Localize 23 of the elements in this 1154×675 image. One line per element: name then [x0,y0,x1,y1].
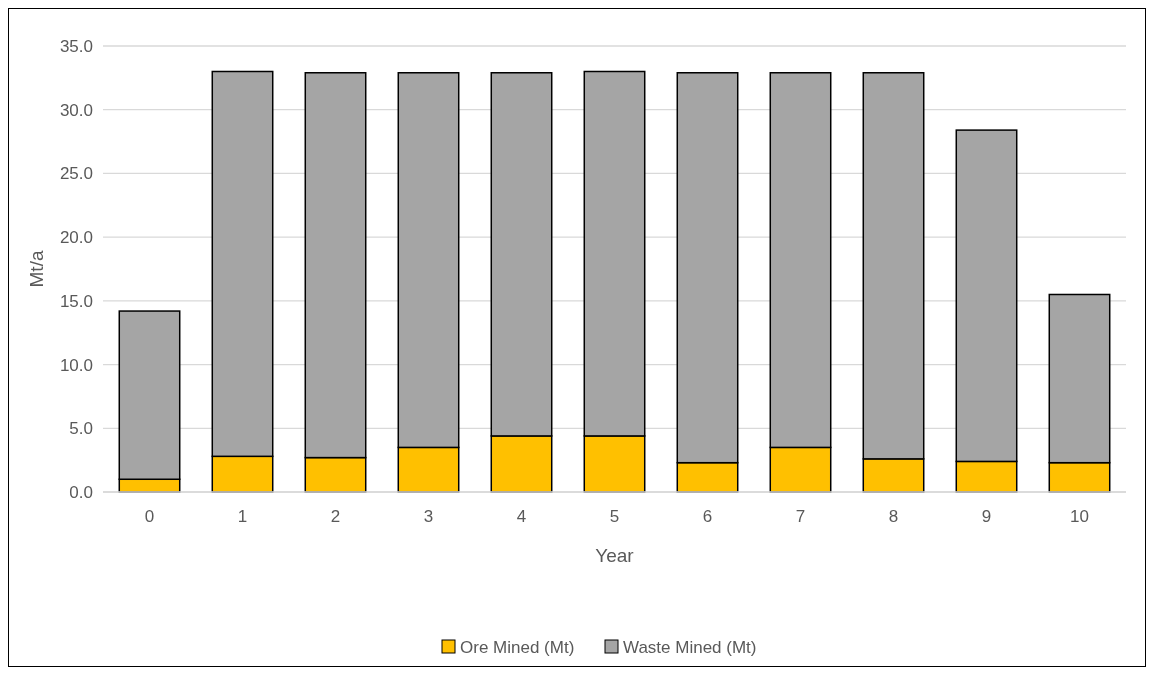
x-tick-label: 9 [981,507,992,526]
x-tick-label: 5 [609,507,620,526]
x-tick-label: 2 [330,507,341,526]
x-axis-title: Year [595,545,635,566]
x-tick-label: 4 [516,507,527,526]
legend-label: Waste Mined (Mt) [623,637,757,657]
x-tick-label: 6 [702,507,713,526]
x-tick-label: 8 [888,507,899,526]
x-tick-label: 3 [423,507,434,526]
y-tick-label: 25.0 [59,164,93,184]
x-tick-label: 0 [144,507,155,526]
y-tick-label: 20.0 [59,228,93,248]
y-tick-label: 0.0 [69,482,93,502]
x-tick-label: 1 [237,507,248,526]
y-tick-label: 35.0 [59,36,93,56]
legend-label: Ore Mined (Mt) [460,637,575,657]
y-tick-label: 30.0 [59,100,93,120]
y-tick-label: 10.0 [59,355,93,375]
y-tick-label: 5.0 [69,419,93,439]
x-tick-label: 10 [1070,507,1089,526]
x-tick-label: 7 [795,507,806,526]
y-tick-label: 15.0 [59,291,93,311]
y-axis-title: Mt/a [26,250,47,288]
